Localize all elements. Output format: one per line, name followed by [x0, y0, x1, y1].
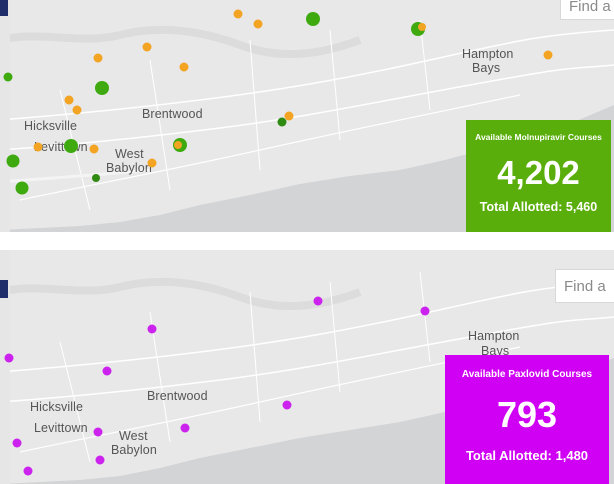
pharmacy-marker[interactable]: [93, 53, 103, 63]
pharmacy-marker[interactable]: [180, 423, 190, 433]
available-courses-value: 4,202: [497, 154, 580, 191]
pharmacy-marker[interactable]: [102, 366, 112, 376]
find-address-search[interactable]: Find a: [555, 269, 614, 303]
map-label-brentwood: Brentwood: [142, 107, 203, 121]
pharmacy-marker[interactable]: [3, 72, 13, 82]
pharmacy-marker[interactable]: [179, 62, 189, 72]
paxlovid-stat-card: Available Paxlovid Courses 793 Total All…: [445, 355, 609, 484]
pharmacy-marker[interactable]: [142, 42, 152, 52]
map-label-babylon: Babylon: [111, 443, 157, 457]
panel-separator: [0, 232, 614, 250]
map-label-bays: Bays: [472, 61, 501, 75]
map-label-west: West: [115, 147, 144, 161]
pharmacy-marker[interactable]: [64, 95, 74, 105]
paxlovid-map-panel: Find a Hampton Bays Brentwood Hicksville…: [0, 250, 614, 484]
pharmacy-marker[interactable]: [95, 81, 109, 95]
find-address-search[interactable]: Find a: [560, 0, 614, 20]
pharmacy-marker[interactable]: [89, 144, 99, 154]
map-left-accent: [0, 0, 8, 16]
card-title: Available Paxlovid Courses: [461, 369, 593, 380]
pharmacy-marker[interactable]: [15, 181, 29, 195]
pharmacy-marker[interactable]: [543, 50, 553, 60]
map-label-hicksville: Hicksville: [24, 119, 78, 133]
map-label-hampton: Hampton: [468, 329, 520, 343]
pharmacy-marker[interactable]: [12, 438, 22, 448]
map-label-brentwood: Brentwood: [147, 389, 208, 403]
pharmacy-marker[interactable]: [72, 105, 82, 115]
pharmacy-marker[interactable]: [253, 19, 263, 29]
available-courses-value: 793: [496, 394, 558, 435]
molnupiravir-stat-card: Available Molnupiravir Courses 4,202 Tot…: [466, 120, 611, 232]
map-label-hicksville: Hicksville: [30, 400, 84, 414]
map-label-levittown: Levittown: [34, 421, 88, 435]
map-label-bays: Bays: [481, 344, 510, 358]
pharmacy-marker[interactable]: [4, 353, 14, 363]
card-title: Available Molnupiravir Courses: [475, 132, 602, 142]
map-left-shadow: [0, 250, 10, 484]
pharmacy-marker[interactable]: [147, 158, 157, 168]
pharmacy-marker[interactable]: [420, 306, 430, 316]
map-canvas[interactable]: [0, 0, 614, 232]
pharmacy-marker[interactable]: [313, 296, 323, 306]
pharmacy-marker[interactable]: [418, 23, 426, 31]
total-allotted: Total Allotted: 5,460: [479, 200, 598, 214]
pharmacy-marker[interactable]: [306, 12, 320, 26]
search-placeholder: Find a: [564, 277, 606, 295]
pharmacy-marker[interactable]: [6, 154, 20, 168]
map-label-hampton: Hampton: [462, 47, 514, 61]
pharmacy-marker[interactable]: [282, 400, 292, 410]
map-left-shadow: [0, 0, 10, 232]
map-label-babylon: Babylon: [106, 161, 152, 175]
pharmacy-marker[interactable]: [23, 466, 33, 476]
pharmacy-marker[interactable]: [33, 142, 43, 152]
pharmacy-marker[interactable]: [95, 455, 105, 465]
molnupiravir-map-panel: Find a Hampton Bays Brentwood Hicksville…: [0, 0, 614, 232]
map-label-west: West: [119, 429, 148, 443]
pharmacy-marker[interactable]: [284, 111, 294, 121]
map-left-accent: [0, 280, 8, 298]
pharmacy-marker[interactable]: [93, 427, 103, 437]
search-placeholder: Find a: [569, 0, 611, 15]
total-allotted: Total Allotted: 1,480: [465, 448, 589, 463]
pharmacy-marker[interactable]: [147, 324, 157, 334]
pharmacy-marker[interactable]: [233, 9, 243, 19]
pharmacy-marker[interactable]: [64, 139, 78, 153]
pharmacy-marker[interactable]: [277, 117, 287, 127]
pharmacy-marker[interactable]: [92, 174, 100, 182]
pharmacy-marker[interactable]: [174, 141, 182, 149]
